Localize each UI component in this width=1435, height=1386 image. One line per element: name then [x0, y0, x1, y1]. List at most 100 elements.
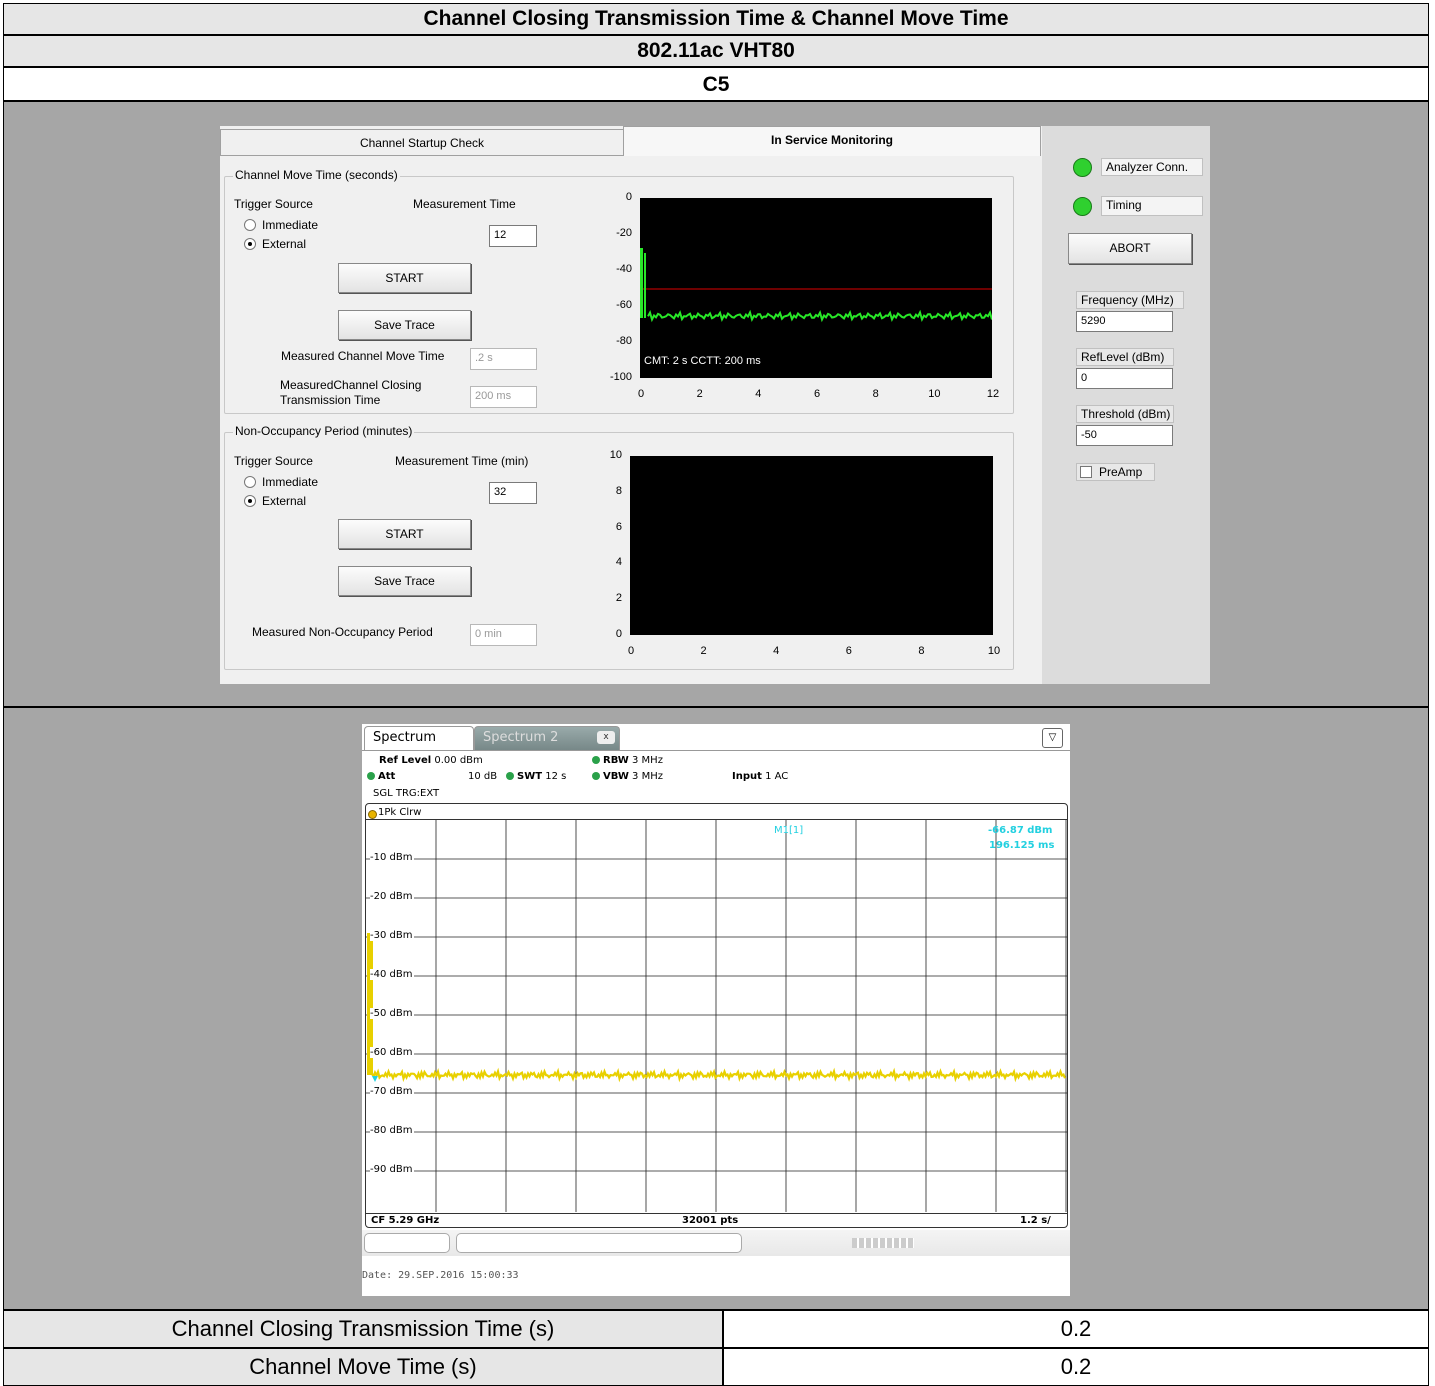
- measurement-time-min-label: Measurement Time (min): [395, 454, 529, 468]
- trace-indicator-icon: [368, 810, 377, 819]
- marker-level: -66.87 dBm: [988, 825, 1053, 836]
- y-axis-label: -90 dBm: [370, 1164, 415, 1175]
- start-button-2[interactable]: START: [338, 519, 471, 549]
- tab-spectrum-2[interactable]: Spectrum 2 x: [474, 726, 620, 750]
- y-tick-label: 2: [615, 592, 622, 605]
- start-button[interactable]: START: [338, 263, 471, 293]
- swt-value: 12 s: [545, 771, 567, 782]
- threshold-label: Threshold (dBm): [1076, 405, 1174, 423]
- measured-nop-label: Measured Non-Occupancy Period: [252, 625, 433, 639]
- ref-level-key: Ref Level: [379, 755, 432, 766]
- x-tick-label: 2: [696, 388, 703, 400]
- trigger-source-label-2: Trigger Source: [234, 454, 313, 468]
- trace-label: 1Pk Clrw: [378, 807, 422, 818]
- save-trace-button-2[interactable]: Save Trace: [338, 566, 471, 596]
- marker-time: 196.125 ms: [989, 840, 1055, 851]
- spectrum-plot-frame: [365, 803, 1068, 1228]
- external-radio-2[interactable]: [244, 495, 256, 507]
- mode-label: SGL TRG:EXT: [373, 788, 440, 799]
- result-value-cmt: 0.2: [723, 1348, 1429, 1386]
- non-occupancy-group: Non-Occupancy Period (minutes): [224, 424, 1014, 670]
- rbw-label: RBW 3 MHz: [592, 755, 663, 766]
- external-radio[interactable]: [244, 238, 256, 250]
- measured-cmt-label: Measured Channel Move Time: [281, 349, 445, 363]
- page-title: Channel Closing Transmission Time & Chan…: [3, 3, 1429, 35]
- swt-key: SWT: [517, 771, 543, 782]
- tab-channel-startup-check[interactable]: Channel Startup Check: [220, 129, 624, 156]
- tab-in-service-monitoring[interactable]: In Service Monitoring: [623, 126, 1041, 156]
- y-axis-label: -60 dBm: [370, 1047, 415, 1058]
- cmt-plot-svg: [640, 248, 992, 323]
- vbw-value: 3 MHz: [632, 771, 663, 782]
- immediate-label-2: Immediate: [262, 475, 319, 489]
- y-tick-label: -40: [616, 263, 632, 275]
- measurement-time-input[interactable]: 12: [489, 225, 537, 247]
- immediate-radio[interactable]: [244, 219, 256, 231]
- x-tick-label: 10: [987, 645, 1001, 657]
- x-tick-label: 10: [928, 388, 941, 400]
- vbw-label: VBW 3 MHz: [592, 771, 663, 782]
- menu-dropdown-icon[interactable]: ▽: [1042, 728, 1063, 748]
- y-axis-label: -80 dBm: [370, 1125, 415, 1136]
- analyzer-status-led-icon: [1073, 158, 1092, 177]
- close-tab-icon[interactable]: x: [597, 731, 615, 744]
- points-count: 32001 pts: [682, 1215, 739, 1226]
- y-tick-label: 0: [625, 191, 632, 203]
- preamp-label: PreAmp: [1076, 463, 1155, 481]
- x-tick-label: 4: [755, 388, 762, 400]
- channel-move-time-group: Channel Move Time (seconds): [224, 168, 1014, 414]
- immediate-radio-2[interactable]: [244, 476, 256, 488]
- threshold-input[interactable]: -50: [1076, 425, 1173, 446]
- y-tick-label: 4: [615, 556, 622, 569]
- timing-indicator: Timing: [1101, 196, 1203, 216]
- divider: [365, 1213, 1068, 1214]
- burst-trace: [367, 933, 373, 1075]
- external-label-2: External: [262, 494, 307, 508]
- cmt-plot-annotation: CMT: 2 s CCTT: 200 ms: [644, 355, 761, 367]
- result-label-cctt: Channel Closing Transmission Time (s): [3, 1310, 723, 1348]
- y-tick-label: 8: [615, 484, 622, 497]
- measurement-time-label: Measurement Time: [413, 197, 516, 211]
- measured-cmt-field: .2 s: [470, 348, 537, 370]
- x-tick-label: 12: [986, 388, 1000, 400]
- frequency-label: Frequency (MHz): [1076, 291, 1184, 309]
- tab-spectrum[interactable]: Spectrum: [364, 726, 474, 750]
- nop-plot: [630, 456, 993, 635]
- measured-cctt-field: 200 ms: [470, 386, 537, 408]
- x-tick-label: 6: [813, 388, 821, 400]
- x-tick-label: 6: [845, 645, 852, 657]
- swt-label: SWT 12 s: [506, 771, 566, 782]
- x-tick-label: 8: [918, 645, 925, 657]
- att-label: Att: [367, 771, 395, 782]
- channel-header: C5: [3, 67, 1429, 101]
- y-tick-label: -20: [616, 227, 632, 239]
- divider: [365, 819, 1068, 820]
- x-tick-label: 0: [627, 645, 635, 657]
- abort-button[interactable]: ABORT: [1068, 233, 1192, 264]
- measurement-time-min-input[interactable]: 32: [489, 482, 537, 504]
- spectrum-analyzer: Spectrum Spectrum 2 x ▽ Ref Level 0.00 d…: [362, 724, 1070, 1296]
- mode-header: 802.11ac VHT80: [3, 35, 1429, 67]
- message-field: [456, 1233, 742, 1253]
- frequency-input[interactable]: 5290: [1076, 311, 1173, 332]
- status-dot-icon: [592, 772, 600, 780]
- progress-icon: [852, 1238, 914, 1248]
- status-dot-icon: [506, 772, 514, 780]
- preamp-checkbox[interactable]: [1080, 466, 1092, 478]
- y-tick-label: -100: [609, 371, 632, 383]
- spectrum-trace: [371, 1067, 1067, 1083]
- reflevel-input[interactable]: 0: [1076, 368, 1173, 389]
- x-tick-label: 4: [773, 645, 780, 657]
- ref-level-label: Ref Level 0.00 dBm: [379, 755, 483, 766]
- trigger-source-label: Trigger Source: [234, 197, 313, 211]
- immediate-label: Immediate: [262, 218, 319, 232]
- ref-level-value: 0.00 dBm: [434, 755, 483, 766]
- y-axis-label: -10 dBm: [370, 852, 415, 863]
- save-trace-button[interactable]: Save Trace: [338, 310, 471, 340]
- external-label: External: [262, 237, 307, 251]
- measured-cctt-label-1: MeasuredChannel Closing: [280, 378, 422, 392]
- att-value: 10 dB: [468, 771, 498, 782]
- y-tick-label: -80: [616, 335, 632, 347]
- vbw-key: VBW: [603, 771, 629, 782]
- result-label-cmt: Channel Move Time (s): [3, 1348, 723, 1386]
